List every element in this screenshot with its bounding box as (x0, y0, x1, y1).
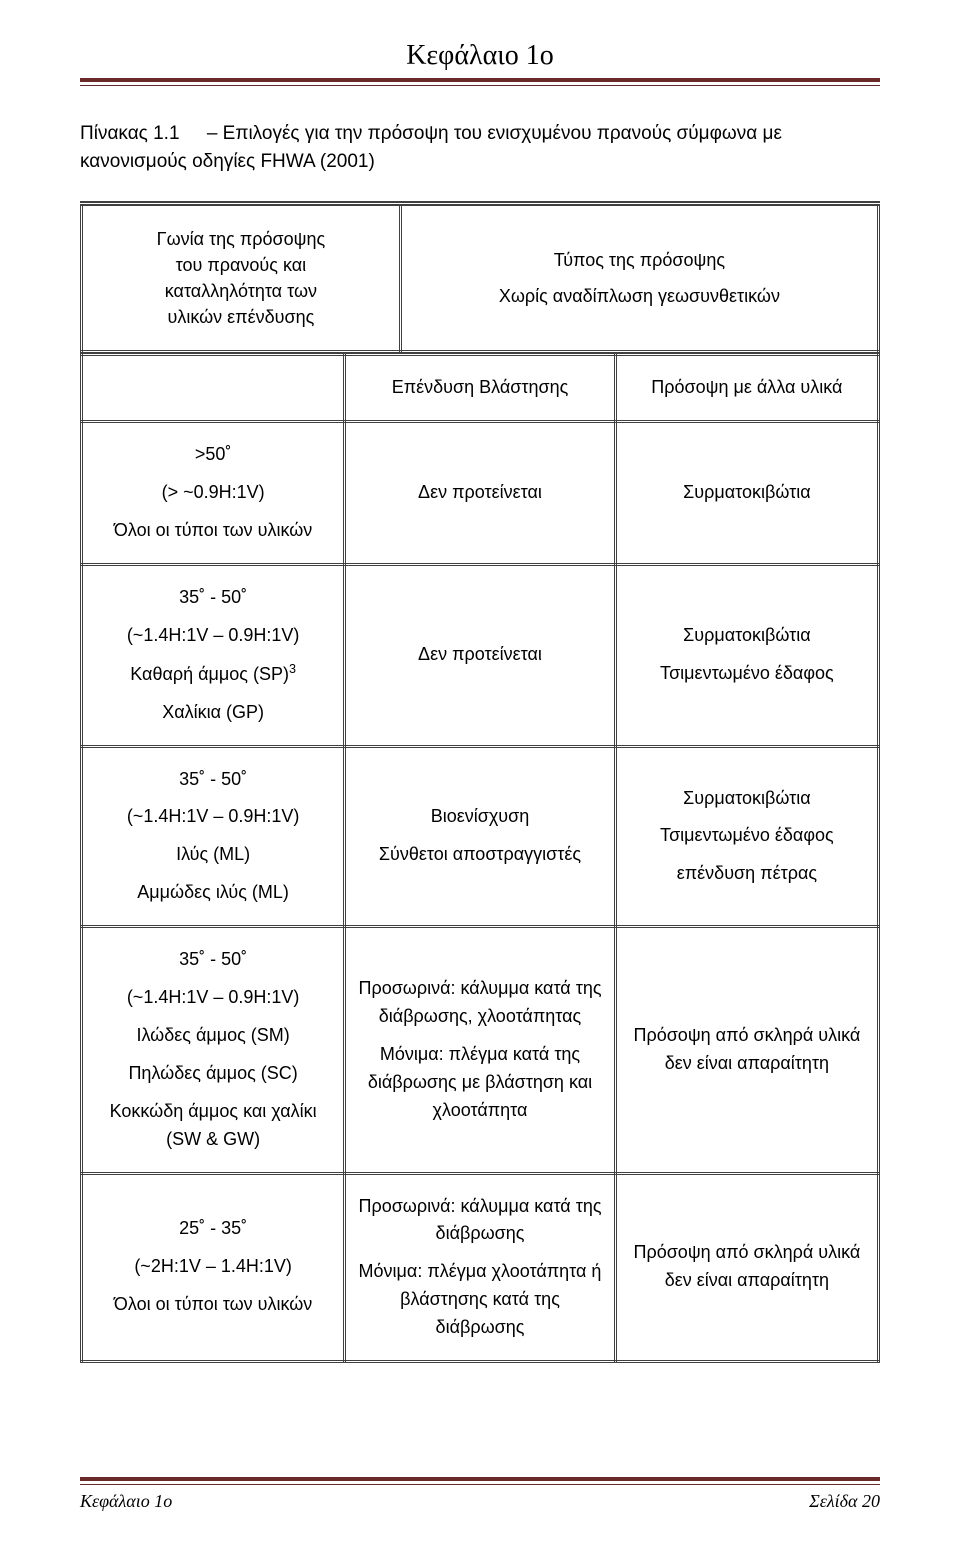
cell-c1: 35˚ - 50˚ (~1.4H:1V – 0.9H:1V) Καθαρή άμμο… (82, 565, 345, 747)
cell-c2-line: Προσωρινά: κάλυμμα κατά της διάβρωσης (356, 1193, 604, 1249)
inner-header-c3: Πρόσοψη με άλλα υλικά (615, 355, 878, 422)
cell-c3-line: Τσιμεντωμένο έδαφος (627, 660, 867, 688)
cell-c2-line: Βιοενίσχυση (356, 803, 604, 831)
cell-c1-line: (~1.4H:1V – 0.9H:1V) (93, 803, 333, 831)
cell-c1: >50˚ (> ~0.9H:1V) Όλοι οι τύποι των υλικών (82, 422, 345, 565)
cell-c1-line: >50˚ (93, 441, 333, 469)
inner-header-row: Επένδυση Βλάστησης Πρόσοψη με άλλα υλικά (82, 355, 879, 422)
table-row: 25˚ - 35˚ (~2H:1V – 1.4H:1V) Όλοι οι τύποι… (82, 1173, 879, 1361)
cell-c1-line: Όλοι οι τύποι των υλικών (93, 1291, 333, 1319)
cell-c2-line: Μόνιμα: πλέγμα κατά της διάβρωσης με βλά… (356, 1041, 604, 1125)
cell-c1: 35˚ - 50˚ (~1.4H:1V – 0.9H:1V) Ιλώδες άμμο… (82, 927, 345, 1173)
outer-left-l1: Γωνία της πρόσοψης (95, 226, 387, 252)
cell-c2: Δεν προτείνεται (345, 422, 616, 565)
outer-right-l2: Χωρίς αναδίπλωση γεωσυνθετικών (414, 283, 865, 309)
table-caption: Πίνακας 1.1 – Επιλογές για την πρόσοψη τ… (80, 120, 880, 175)
footer-left: Κεφάλαιο 1ο (80, 1491, 172, 1512)
cell-c3: Συρματοκιβώτια (615, 422, 878, 565)
cell-c1-line: Χαλίκια (GP) (93, 699, 333, 727)
cell-c2: Δεν προτείνεται (345, 565, 616, 747)
content-spacer (80, 1363, 880, 1437)
outer-right-l1: Τύπος της πρόσοψης (414, 247, 865, 273)
superscript: 3 (289, 662, 296, 676)
outer-left-l3: καταλληλότητα των (95, 278, 387, 304)
chapter-title: Κεφάλαιο 1ο (80, 40, 880, 72)
cell-c1-line: (> ~0.9H:1V) (93, 479, 333, 507)
inner-header-c2: Επένδυση Βλάστησης (345, 355, 616, 422)
table-row: 35˚ - 50˚ (~1.4H:1V – 0.9H:1V) Καθαρή άμμο… (82, 565, 879, 747)
outer-table: Γωνία της πρόσοψης του πρανούς και καταλ… (80, 201, 880, 353)
cell-c2: Προσωρινά: κάλυμμα κατά της διάβρωσης, χ… (345, 927, 616, 1173)
cell-c2-line: Δεν προτείνεται (356, 479, 604, 507)
cell-c3: Πρόσοψη από σκληρά υλικά δεν είναι απαρα… (615, 927, 878, 1173)
inner-table: Επένδυση Βλάστησης Πρόσοψη με άλλα υλικά… (80, 353, 880, 1362)
header-rule (80, 78, 880, 86)
outer-header-left: Γωνία της πρόσοψης του πρανούς και καταλ… (82, 204, 401, 352)
cell-c2-line: Σύνθετοι αποστραγγιστές (356, 841, 604, 869)
table-row: 35˚ - 50˚ (~1.4H:1V – 0.9H:1V) Ιλύς (ML) Αμ… (82, 746, 879, 927)
cell-c1-line: 35˚ - 50˚ (93, 766, 333, 794)
outer-left-l2: του πρανούς και (95, 252, 387, 278)
table-row: >50˚ (> ~0.9H:1V) Όλοι οι τύποι των υλικών… (82, 422, 879, 565)
cell-c2-line: Δεν προτείνεται (356, 641, 604, 669)
cell-c1-line: 35˚ - 50˚ (93, 584, 333, 612)
cell-c2-line: Μόνιμα: πλέγμα χλοοτάπητα ή βλάστησης κα… (356, 1258, 604, 1342)
cell-c3-line: Τσιμεντωμένο έδαφος (627, 822, 867, 850)
cell-c1-line: Κοκκώδη άμμος και χαλίκι (SW & GW) (93, 1098, 333, 1154)
cell-c3: Συρματοκιβώτια Τσιμεντωμένο έδαφος επένδυσ… (615, 746, 878, 927)
cell-c1-line: (~1.4H:1V – 0.9H:1V) (93, 622, 333, 650)
cell-c1-line: (~1.4H:1V – 0.9H:1V) (93, 984, 333, 1012)
spacer (414, 273, 865, 283)
cell-c3: Πρόσοψη από σκληρά υλικά δεν είναι απαρα… (615, 1173, 878, 1361)
outer-header-row: Γωνία της πρόσοψης του πρανούς και καταλ… (82, 204, 879, 352)
cell-c1: 25˚ - 35˚ (~2H:1V – 1.4H:1V) Όλοι οι τύποι… (82, 1173, 345, 1361)
cell-c1-line: 35˚ - 50˚ (93, 946, 333, 974)
page: Κεφάλαιο 1ο Πίνακας 1.1 – Επιλογές για τ… (0, 0, 960, 1542)
cell-c1-line: Αμμώδες ιλύς (ML) (93, 879, 333, 907)
cell-c3: Συρματοκιβώτια Τσιμεντωμένο έδαφος (615, 565, 878, 747)
cell-c1-line: Πηλώδες άμμος (SC) (93, 1060, 333, 1088)
caption-rest: – Επιλογές για την πρόσοψη του ενισχυμέν… (80, 123, 782, 172)
cell-c1-line: Όλοι οι τύποι των υλικών (93, 517, 333, 545)
outer-left-l4: υλικών επένδυσης (95, 304, 387, 330)
cell-c2: Προσωρινά: κάλυμμα κατά της διάβρωσης Μόν… (345, 1173, 616, 1361)
cell-c3-line: Συρματοκιβώτια (627, 785, 867, 813)
cell-c1: 35˚ - 50˚ (~1.4H:1V – 0.9H:1V) Ιλύς (ML) Αμ… (82, 746, 345, 927)
footer-right: Σελίδα 20 (809, 1491, 880, 1512)
table-row: 35˚ - 50˚ (~1.4H:1V – 0.9H:1V) Ιλώδες άμμο… (82, 927, 879, 1173)
cell-c3-line: επένδυση πέτρας (627, 860, 867, 888)
cell-c1-line: Καθαρή άμμος (SP)3 (93, 660, 333, 689)
cell-c2: Βιοενίσχυση Σύνθετοι αποστραγγιστές (345, 746, 616, 927)
cell-c3-line: Πρόσοψη από σκληρά υλικά δεν είναι απαρα… (627, 1022, 867, 1078)
cell-c3-line: Συρματοκιβώτια (627, 479, 867, 507)
cell-c2-line: Προσωρινά: κάλυμμα κατά της διάβρωσης, χ… (356, 975, 604, 1031)
cell-c3-line: Πρόσοψη από σκληρά υλικά δεν είναι απαρα… (627, 1239, 867, 1295)
inner-header-blank (82, 355, 345, 422)
page-footer: Κεφάλαιο 1ο Σελίδα 20 (80, 1491, 880, 1512)
cell-c1-line: Ιλύς (ML) (93, 841, 333, 869)
cell-c1-line: 25˚ - 35˚ (93, 1215, 333, 1243)
cell-c1-line: (~2H:1V – 1.4H:1V) (93, 1253, 333, 1281)
outer-header-right: Τύπος της πρόσοψης Χωρίς αναδίπλωση γεωσ… (400, 204, 878, 352)
footer-rule (80, 1477, 880, 1485)
caption-lead: Πίνακας 1.1 (80, 123, 180, 144)
cell-c3-line: Συρματοκιβώτια (627, 622, 867, 650)
cell-c1-line: Ιλώδες άμμος (SM) (93, 1022, 333, 1050)
